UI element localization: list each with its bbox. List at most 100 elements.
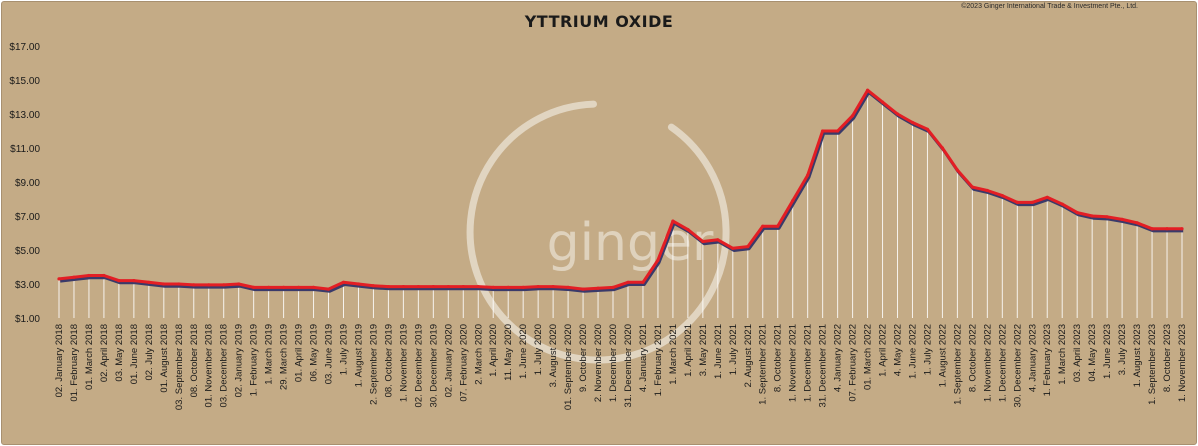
chart-title: YTTRIUM OXIDE	[524, 12, 674, 31]
x-tick-label: 2. November 2020	[593, 324, 604, 402]
x-tick-label: 2. August 2021	[743, 324, 754, 387]
data-point	[57, 277, 61, 281]
x-tick-label: 31. December 2021	[818, 324, 829, 407]
x-tick-label: 1. March 2021	[668, 324, 679, 385]
x-tick-label: 1. December 2022	[997, 324, 1008, 402]
x-tick-label: 1. September 2022	[952, 324, 963, 405]
x-tick-label: 3. July 2023	[1117, 324, 1128, 375]
x-tick-label: 1. June 2021	[713, 324, 724, 379]
data-point	[970, 185, 974, 189]
x-tick-label: 01. September 2020	[563, 324, 574, 410]
data-point	[147, 280, 151, 284]
data-point	[566, 285, 570, 289]
data-point	[1075, 211, 1079, 215]
drop-lines	[58, 90, 1183, 318]
data-point	[1090, 214, 1094, 218]
data-point	[192, 283, 196, 287]
x-tick-label: 1. March 2019	[264, 324, 275, 385]
x-tick-label: 1. June 2023	[1102, 324, 1113, 379]
data-point	[746, 245, 750, 249]
data-point	[72, 275, 76, 279]
data-point	[1150, 227, 1154, 231]
data-point	[806, 173, 810, 177]
y-tick-label: $9.00	[15, 178, 40, 189]
data-point	[791, 199, 795, 203]
data-point	[1165, 227, 1169, 231]
x-tick-label: 02. January 2019	[234, 324, 245, 397]
x-tick-label: 1. December 2020	[608, 324, 619, 402]
x-tick-label: 08. October 2019	[383, 324, 394, 397]
x-tick-label: 02. April 2018	[99, 324, 110, 382]
copyright-notice: ©2023 Ginger International Trade & Inves…	[961, 3, 1138, 10]
x-tick-label: 1. July 2019	[338, 324, 349, 375]
series-line	[58, 88, 1182, 291]
x-tick-label: 1. July 2020	[533, 324, 544, 375]
data-point	[177, 282, 181, 286]
x-tick-label: 03. December 2018	[219, 324, 230, 407]
data-point	[1030, 200, 1034, 204]
data-point	[386, 284, 391, 289]
x-tick-label: 4. January 2022	[833, 324, 844, 392]
x-tick-label: 1. March 2023	[1057, 324, 1068, 385]
data-point	[1105, 215, 1109, 219]
data-point	[880, 100, 885, 104]
y-tick-label: $13.00	[9, 110, 40, 121]
data-point	[716, 238, 720, 242]
data-point	[102, 273, 106, 278]
data-point	[836, 129, 840, 133]
data-point	[296, 285, 301, 289]
x-tick-label: 1. April 2020	[488, 324, 499, 377]
data-point	[371, 284, 376, 288]
series-line-shadow	[60, 90, 1184, 293]
data-point	[87, 273, 91, 278]
data-point	[117, 279, 121, 283]
data-point	[1120, 217, 1124, 221]
x-tick-label: 06. May 2019	[309, 324, 320, 382]
x-tick-label: 30. December 2022	[1012, 324, 1023, 407]
x-tick-label: 01. March 2018	[84, 324, 95, 390]
data-point	[311, 285, 316, 289]
data-point	[326, 287, 331, 291]
x-axis: 02. January 2018 01. February 2018 01. Mar…	[54, 324, 1188, 410]
data-point	[865, 88, 870, 92]
x-tick-label: 1. June 2022	[907, 324, 918, 379]
data-point	[671, 219, 675, 223]
x-tick-label: 4. January 2023	[1027, 324, 1038, 392]
data-point	[401, 284, 405, 289]
x-tick-label: 02. July 2018	[144, 324, 155, 381]
x-tick-label: 02. January 2020	[443, 324, 454, 397]
x-tick-label: 1. December 2021	[803, 324, 814, 402]
data-point	[955, 168, 960, 172]
x-tick-label: 8. October 2021	[773, 324, 784, 392]
x-tick-label: 07. February 2022	[848, 324, 859, 402]
x-tick-label: 1. November 2023	[1177, 324, 1188, 402]
x-tick-label: 01. March 2022	[863, 324, 874, 390]
data-point	[551, 284, 555, 289]
data-point	[656, 258, 660, 262]
x-tick-label: 02. January 2018	[54, 324, 65, 397]
x-tick-label: 11. May 2020	[503, 324, 514, 381]
data-point	[1060, 202, 1064, 206]
data-point	[491, 285, 495, 289]
data-point	[431, 284, 435, 289]
watermark-arc	[466, 100, 730, 364]
data-point	[252, 285, 256, 289]
x-tick-label: 1. August 2022	[937, 324, 948, 387]
y-tick-label: $1.00	[15, 314, 40, 325]
x-tick-label: 03. May 2018	[114, 324, 125, 382]
y-tick-label: $17.00	[9, 42, 40, 53]
data-point	[701, 239, 705, 244]
data-point	[895, 112, 900, 116]
x-tick-label: 03. September 2018	[174, 324, 185, 410]
data-point	[596, 286, 600, 290]
data-points	[57, 88, 1184, 291]
data-point	[267, 285, 271, 289]
x-tick-label: 9. October 2020	[578, 324, 589, 392]
y-tick-label: $15.00	[9, 76, 40, 87]
x-tick-label: 1. July 2021	[728, 324, 739, 375]
data-point	[506, 285, 510, 289]
y-axis: $1.00 $3.00 $5.00 $7.00 $9.00 $11.00 $13.00 $15…	[9, 42, 40, 325]
y-tick-label: $3.00	[15, 280, 40, 291]
